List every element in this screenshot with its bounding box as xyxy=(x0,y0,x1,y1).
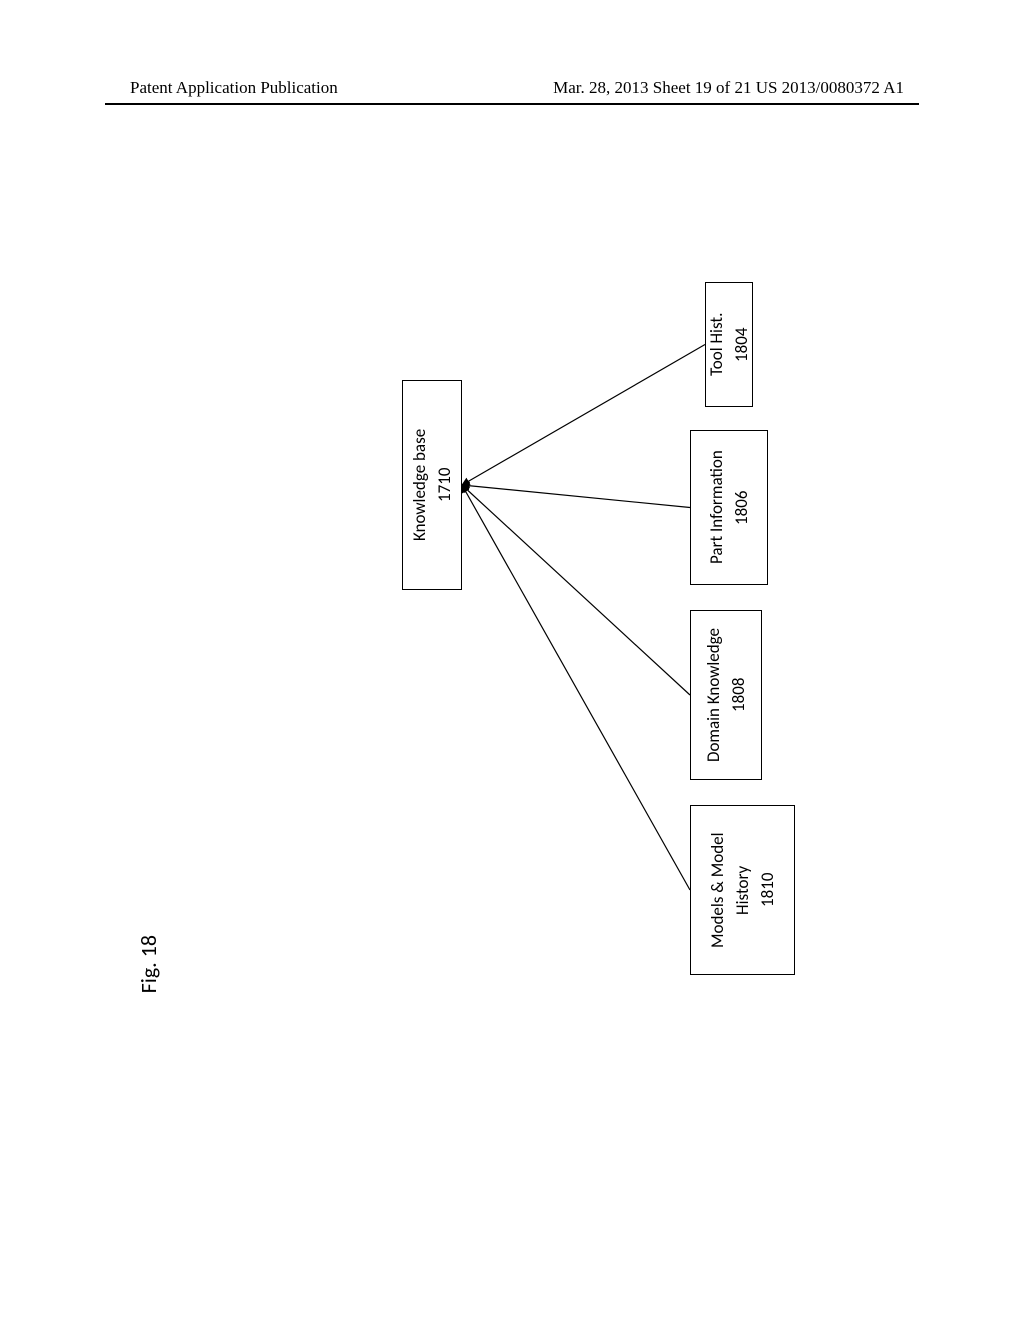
node-tool-ref: 1804 xyxy=(731,327,752,361)
page-header: Patent Application Publication Mar. 28, … xyxy=(0,78,1024,98)
header-rule xyxy=(105,103,919,105)
header-right: Mar. 28, 2013 Sheet 19 of 21 US 2013/008… xyxy=(553,78,904,98)
diagram-fig-18: Knowledge base1710 Tool Hist.1804 Part Inf… xyxy=(120,260,840,980)
node-dom-ref: 1808 xyxy=(728,678,749,712)
node-kb-ref: 1710 xyxy=(434,468,455,502)
figure-label: Fig. 18 xyxy=(135,935,162,993)
node-kb-label: Knowledge base xyxy=(409,429,430,541)
node-part-ref: 1806 xyxy=(731,490,752,524)
node-mod: Models & ModelHistory1810 xyxy=(690,805,795,975)
edge-dom-to-kb xyxy=(462,485,690,695)
node-dom-label: Domain Knowledge xyxy=(703,628,724,762)
node-part-label: Part Information xyxy=(706,451,727,565)
node-kb: Knowledge base1710 xyxy=(402,380,462,590)
header-left: Patent Application Publication xyxy=(130,78,338,98)
node-tool: Tool Hist.1804 xyxy=(705,282,753,407)
node-part: Part Information1806 xyxy=(690,430,768,585)
node-mod-ref: 1810 xyxy=(757,873,778,907)
node-mod-label2: History xyxy=(732,865,753,914)
node-tool-label: Tool Hist. xyxy=(706,313,727,376)
edge-mod-to-kb xyxy=(462,485,690,890)
edge-part-to-kb xyxy=(462,485,690,508)
node-mod-label: Models & Model xyxy=(707,832,728,948)
edge-tool-to-kb xyxy=(462,345,705,486)
node-dom: Domain Knowledge1808 xyxy=(690,610,762,780)
